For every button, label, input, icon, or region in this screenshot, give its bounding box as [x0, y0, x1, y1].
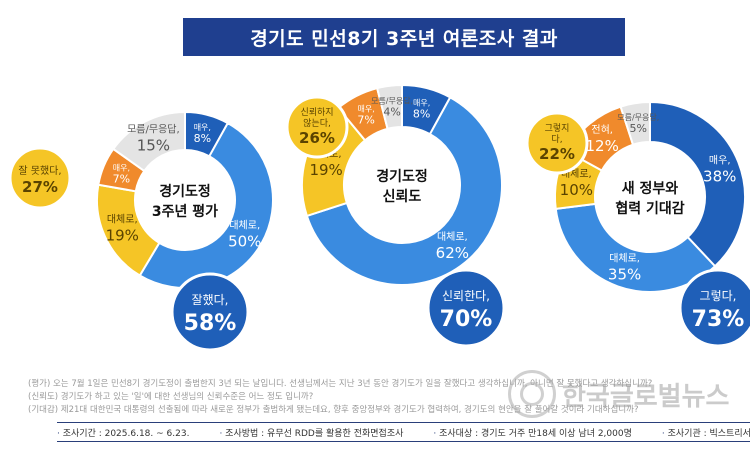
note-evaluation: (평가) 오는 7월 1일은 민선8기 경기도정이 출범한지 3년 되는 날입니…: [28, 379, 653, 389]
callout-badge: [8, 146, 72, 210]
donut-center: [597, 144, 703, 250]
callout-value: 22%: [539, 145, 575, 163]
watermark-text: 한국글로벌뉴스: [562, 381, 730, 412]
survey-period: 조사기간 : 2025.6.18. ~ 6.23.: [57, 426, 190, 439]
survey-agency: 조사기관 : 빅스트리서치㈜: [662, 426, 750, 439]
slice-value: 7%: [357, 114, 374, 127]
callout-value: 26%: [299, 129, 335, 147]
callout-badge: [426, 268, 506, 348]
slice-label: 대체로,: [609, 253, 640, 265]
slice-label: 매우,: [113, 163, 130, 172]
slice-value: 19%: [106, 227, 139, 245]
slice-label: 모름/무응답,: [127, 124, 180, 136]
donut-chart-3: 매우,38%대체로,35%대체로,10%전혀,12%모름/무응답,5%새 정부와…: [525, 100, 750, 348]
slice-value: 10%: [560, 181, 593, 199]
callout-label: 그렇지: [545, 123, 570, 134]
chart-title: 경기도정: [159, 183, 211, 200]
chart-title: 경기도정: [376, 168, 428, 185]
slice-value: 62%: [436, 244, 469, 262]
survey-method: 조사방법 : 유무선 RDD를 활용한 전화면접조사: [219, 426, 403, 439]
donut-slice: [649, 100, 746, 268]
donut-slice: [111, 110, 186, 173]
callout-badge: [285, 95, 349, 159]
chart-title: 3주년 평가: [152, 203, 218, 220]
slice-label: 매우,: [358, 105, 375, 114]
slice-value: 5%: [630, 122, 647, 135]
note-expectation: (기대감) 제21대 대한민국 대통령의 선출됨에 따라 새로운 정부가 출범하…: [28, 405, 639, 415]
watermark-seal-icon: [508, 370, 556, 418]
slice-label: 전혀,: [591, 124, 613, 136]
callout-label: 잘 못했다,: [18, 164, 61, 177]
callout-label: 신뢰한다,: [442, 289, 490, 303]
slice-label: 매우,: [194, 123, 211, 132]
callout-value: 70%: [440, 307, 493, 332]
slice-label: 매우,: [413, 98, 430, 107]
watermark: 한국글로벌뉴스: [508, 370, 748, 418]
callout-value: 73%: [692, 307, 745, 332]
donut-center: [346, 129, 458, 241]
callout-value: 58%: [184, 311, 237, 336]
slice-label: 대체로,: [229, 220, 260, 232]
chart-title: 신뢰도: [383, 189, 422, 205]
note-trust: (신뢰도) 경기도가 하고 있는 '일'에 대한 선생님의 신뢰수준은 어느 정…: [28, 392, 314, 402]
slice-value: 38%: [703, 167, 736, 185]
callout-label: 신뢰하지: [300, 107, 333, 118]
callout-value: 27%: [22, 178, 58, 196]
slice-value: 15%: [137, 137, 170, 155]
callout-label: 그렇다,: [700, 288, 737, 303]
donut-slice: [138, 121, 274, 289]
callout-label: 않는다,: [303, 118, 331, 129]
page-title: 경기도 민선8기 3주년 여론조사 결과: [183, 18, 625, 56]
survey-notes: (평가) 오는 7월 1일은 민선8기 경기도정이 출범한지 3년 되는 날입니…: [28, 378, 728, 417]
slice-value: 8%: [194, 132, 211, 145]
slice-value: 19%: [309, 161, 342, 179]
donut-center: [137, 152, 233, 248]
chart-title: 협력 기대감: [615, 200, 684, 217]
slice-label: 매우,: [709, 154, 731, 166]
callout-badge: [525, 111, 589, 175]
donut-slice: [619, 100, 651, 146]
slice-value: 8%: [413, 107, 430, 120]
chart-title: 새 정부와: [622, 180, 679, 197]
survey-target: 조사대상 : 경기도 거주 만18세 이상 남녀 2,000명: [433, 426, 632, 439]
callout-label: 다,: [551, 134, 562, 145]
slice-value: 12%: [586, 137, 619, 155]
slice-value: 35%: [608, 266, 641, 284]
slice-label: 대체로,: [107, 214, 138, 226]
donut-chart-2: 매우,8%대체로,62%대체로,19%매우,7%모름/무응답,4%경기도정신뢰도…: [285, 83, 506, 348]
donut-slice: [375, 83, 403, 131]
slice-value: 7%: [113, 172, 130, 185]
slice-value: 4%: [383, 106, 400, 119]
donut-slice: [305, 96, 503, 286]
donut-slice: [554, 202, 717, 293]
slice-label: 대체로,: [437, 231, 468, 243]
callout-label: 잘했다,: [192, 293, 229, 307]
survey-info-bar: 조사기간 : 2025.6.18. ~ 6.23. 조사방법 : 유무선 RDD…: [57, 422, 750, 442]
callout-badge: [678, 268, 750, 348]
donut-chart-1: 매우,8%대체로,50%대체로,19%매우,7%모름/무응답,15%경기도정3주…: [8, 110, 274, 352]
slice-label: 모름/무응답,: [371, 96, 413, 106]
callout-badge: [170, 272, 250, 352]
donut-charts: 매우,8%대체로,50%대체로,19%매우,7%모름/무응답,15%경기도정3주…: [8, 83, 750, 352]
slice-value: 50%: [228, 233, 261, 251]
slice-label: 모름/무응답,: [617, 112, 659, 122]
